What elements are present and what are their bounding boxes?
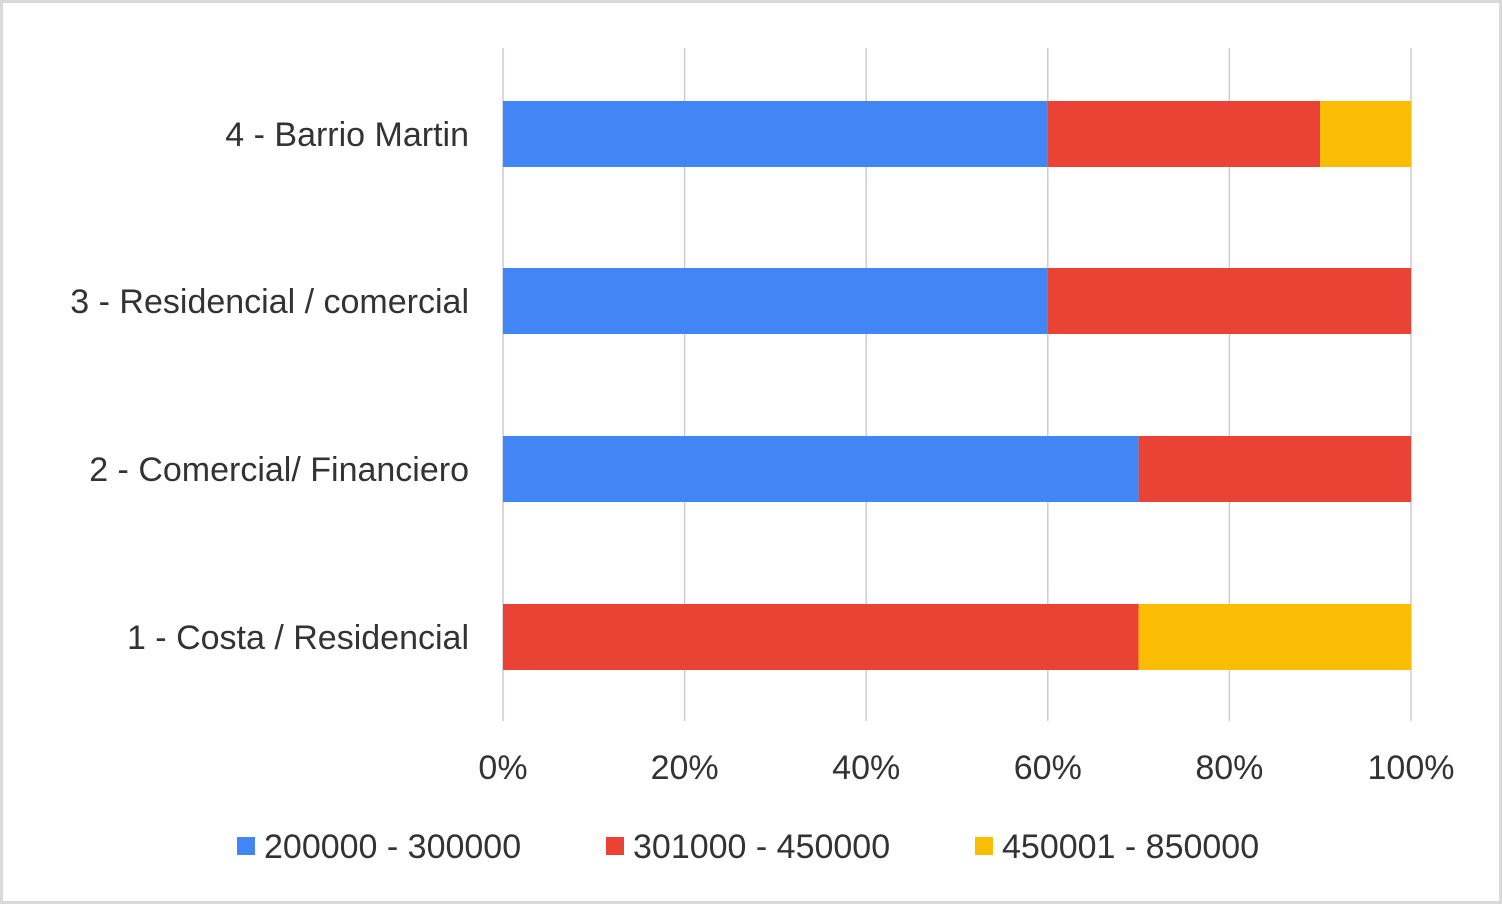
- bar-segment-cat3-series2: [1138, 604, 1411, 670]
- x-tick-label-4: 80%: [1195, 749, 1263, 787]
- x-tick-label-0: 0%: [478, 749, 527, 787]
- bar-segment-cat3-series1: [503, 604, 1139, 670]
- stacked-bar-chart: 4 - Barrio Martin 3 - Residencial / comer…: [70, 48, 1454, 866]
- bar-segment-cat1-series1: [1047, 268, 1411, 334]
- category-labels: 4 - Barrio Martin 3 - Residencial / comer…: [70, 116, 469, 657]
- bar-segment-cat0-series0: [503, 101, 1048, 167]
- x-tick-label-3: 60%: [1014, 749, 1082, 787]
- legend-label-0: 200000 - 300000: [264, 828, 521, 866]
- legend-swatch-0: [237, 837, 255, 855]
- x-tick-label-1: 20%: [651, 749, 719, 787]
- category-label-2: 2 - Comercial/ Financiero: [89, 451, 469, 489]
- bar-segment-cat0-series1: [1047, 101, 1321, 167]
- legend-swatch-1: [606, 837, 624, 855]
- legend-label-1: 301000 - 450000: [633, 828, 890, 866]
- bar-segment-cat0-series2: [1320, 101, 1411, 167]
- category-label-1: 3 - Residencial / comercial: [70, 283, 469, 321]
- bar-segment-cat2-series0: [503, 436, 1139, 502]
- category-label-0: 4 - Barrio Martin: [225, 116, 469, 154]
- legend: 200000 - 300000 301000 - 450000 450001 - 8…: [237, 828, 1259, 866]
- x-tick-label-2: 40%: [832, 749, 900, 787]
- category-label-3: 1 - Costa / Residencial: [127, 619, 469, 657]
- x-tick-label-5: 100%: [1368, 749, 1455, 787]
- bar-segment-cat2-series1: [1138, 436, 1411, 502]
- legend-swatch-2: [975, 837, 993, 855]
- legend-label-2: 450001 - 850000: [1002, 828, 1259, 866]
- x-axis-ticks: 0% 20% 40% 60% 80% 100%: [478, 749, 1454, 787]
- bar-segment-cat1-series0: [503, 268, 1048, 334]
- bars: [503, 101, 1411, 670]
